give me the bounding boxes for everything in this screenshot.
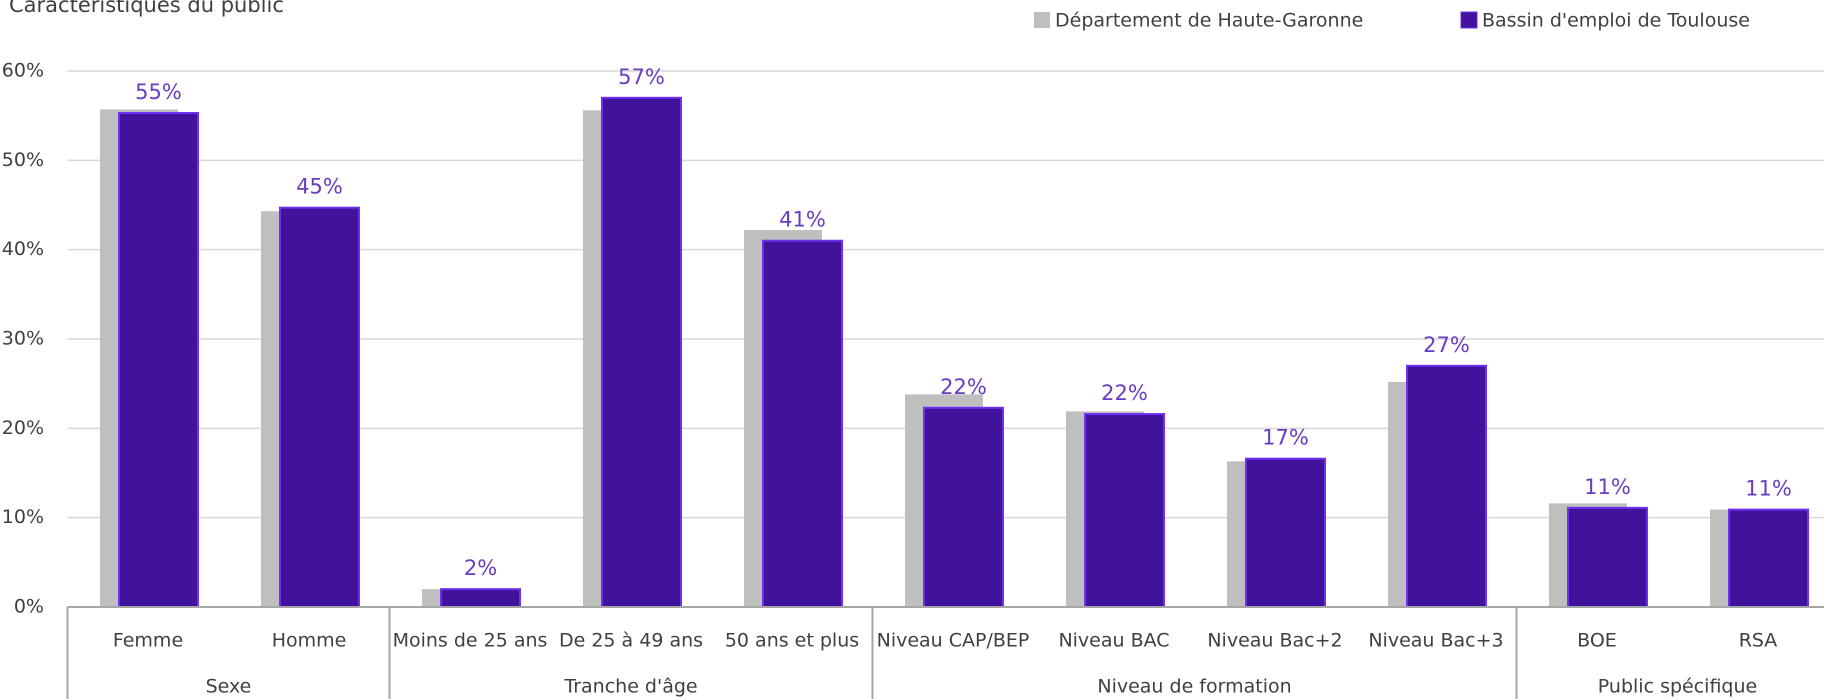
bar	[762, 239, 843, 608]
data-label: 22%	[940, 375, 987, 399]
y-tick-label: 30%	[2, 328, 44, 350]
x-tick-label: De 25 à 49 ans	[559, 630, 703, 652]
y-tick-label: 0%	[14, 596, 44, 618]
bar	[923, 406, 1004, 608]
x-tick-label: Moins de 25 ans	[393, 630, 548, 652]
legend-swatch	[1460, 11, 1478, 29]
x-tick-label: Niveau Bac+2	[1207, 630, 1342, 652]
x-tick-label: Femme	[113, 630, 183, 652]
data-label: 55%	[135, 80, 182, 104]
data-label: 11%	[1745, 477, 1792, 501]
data-label: 11%	[1584, 475, 1631, 499]
y-tick-label: 20%	[2, 417, 44, 439]
bar	[1567, 506, 1648, 608]
group-label: Tranche d'âge	[563, 676, 697, 698]
y-tick-label: 50%	[2, 149, 44, 171]
bar	[1728, 508, 1809, 609]
legend-label: Bassin d'emploi de Toulouse	[1482, 10, 1750, 32]
group-label: Niveau de formation	[1097, 676, 1291, 698]
data-label: 2%	[464, 556, 497, 580]
bar	[1245, 457, 1326, 608]
y-tick-label: 10%	[2, 506, 44, 528]
y-tick-label: 40%	[2, 238, 44, 260]
group-label: Public spécifique	[1598, 676, 1757, 698]
x-tick-label: Niveau BAC	[1058, 630, 1169, 652]
data-label: 41%	[779, 208, 826, 232]
chart-title: Caractéristiques du public	[9, 0, 284, 17]
x-tick-label: BOE	[1577, 630, 1617, 652]
x-tick-label: RSA	[1739, 630, 1778, 652]
data-label: 22%	[1101, 381, 1148, 405]
x-tick-label: Niveau CAP/BEP	[877, 630, 1030, 652]
x-tick-label: Niveau Bac+3	[1368, 630, 1503, 652]
y-tick-label: 60%	[2, 60, 44, 82]
x-tick-label: 50 ans et plus	[725, 630, 859, 652]
bar	[118, 111, 199, 608]
data-label: 27%	[1423, 333, 1470, 357]
legend-label: Département de Haute-Garonne	[1055, 10, 1363, 32]
bar	[440, 588, 521, 609]
data-label: 17%	[1262, 426, 1309, 450]
data-label: 45%	[296, 175, 343, 199]
bar	[1406, 364, 1487, 608]
bar	[601, 96, 682, 609]
bar	[279, 206, 360, 608]
group-label: Sexe	[206, 676, 252, 698]
x-tick-label: Homme	[272, 630, 347, 652]
legend-swatch	[1034, 12, 1050, 28]
bar	[1084, 413, 1165, 609]
data-label: 57%	[618, 65, 665, 89]
